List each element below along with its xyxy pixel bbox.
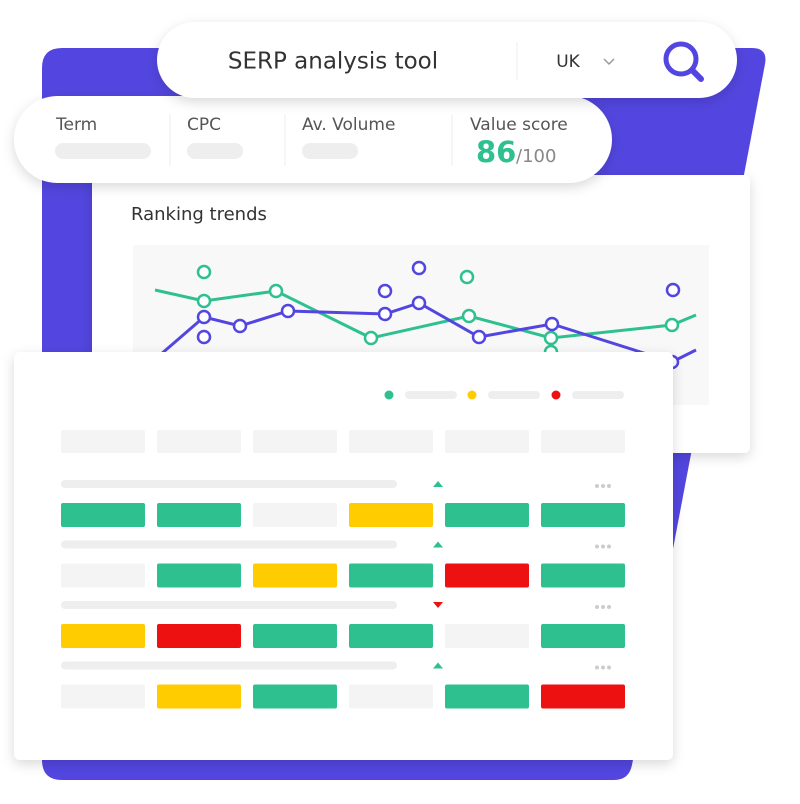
cell [253, 563, 337, 588]
menu-dot [595, 605, 599, 609]
placeholder [302, 143, 358, 159]
cell [61, 624, 145, 648]
cell [445, 684, 529, 709]
header-placeholder [541, 430, 625, 453]
cell [541, 563, 625, 588]
cell [541, 503, 625, 527]
cell [253, 503, 337, 527]
metric-label: CPC [187, 115, 221, 135]
placeholder [55, 143, 151, 159]
cell [349, 624, 433, 648]
menu-dot [595, 484, 599, 488]
legend-dot [551, 390, 561, 400]
legend-placeholder [488, 391, 540, 399]
cell [349, 503, 433, 527]
header-placeholder [157, 430, 241, 453]
cell [541, 624, 625, 648]
chevron[interactable] [603, 58, 615, 66]
menu-dot [601, 605, 605, 609]
menu-dot [601, 484, 605, 488]
cell [349, 684, 433, 709]
score: 86 [476, 135, 516, 169]
menu-dot [601, 544, 605, 549]
row-placeholder [61, 480, 397, 488]
metric-label: Term [55, 115, 97, 135]
header-placeholder [253, 430, 337, 453]
region[interactable]: UK [556, 52, 580, 72]
cell [445, 563, 529, 588]
cell [349, 563, 433, 588]
cell [157, 503, 241, 527]
row-placeholder [61, 540, 397, 549]
cell [253, 624, 337, 648]
menu-dot [595, 544, 599, 549]
search-bar: SERP analysis tool UK [157, 22, 737, 98]
legend-dot [384, 390, 394, 400]
table-card [14, 352, 673, 760]
cell [61, 563, 145, 588]
cell [541, 684, 625, 709]
metric-label: Av. Volume [302, 115, 395, 135]
search-icon[interactable] [663, 41, 704, 82]
menu-dot [607, 544, 611, 549]
cell [445, 624, 529, 648]
score-total: /100 [516, 146, 556, 167]
cell [157, 563, 241, 588]
card [14, 352, 673, 760]
menu-dot [607, 605, 611, 609]
green-points [196, 264, 680, 360]
legend-dot [467, 390, 477, 400]
header-placeholder [445, 430, 529, 453]
menu-dot [607, 484, 611, 488]
cell [157, 624, 241, 648]
menu-dot [601, 665, 605, 670]
menu-dot [607, 665, 611, 670]
cell [61, 684, 145, 709]
card-title: Ranking trends [131, 204, 267, 225]
row-placeholder [61, 661, 397, 670]
menu-dot [595, 665, 599, 670]
legend-placeholder [572, 391, 624, 399]
cell [157, 684, 241, 709]
purple-line [159, 301, 697, 364]
purple-points [196, 260, 681, 370]
trend-arrow [433, 481, 443, 487]
row-placeholder [61, 601, 397, 609]
search-title: SERP analysis tool [228, 49, 438, 75]
pill [14, 96, 612, 183]
metric-label: Value score [470, 115, 568, 135]
trend-arrow [433, 602, 443, 608]
legend-placeholder [405, 391, 457, 399]
cell [253, 684, 337, 709]
trend-arrow [433, 541, 443, 548]
metrics-bar: Term CPC Av. Volume Value score 86 /100 [14, 96, 612, 183]
cell [445, 503, 529, 527]
header-placeholder [61, 430, 145, 453]
placeholder [187, 143, 243, 159]
green-line [154, 288, 697, 340]
pill [157, 22, 737, 98]
header-placeholder [349, 430, 433, 453]
cell [61, 503, 145, 527]
trend-arrow [433, 662, 443, 669]
